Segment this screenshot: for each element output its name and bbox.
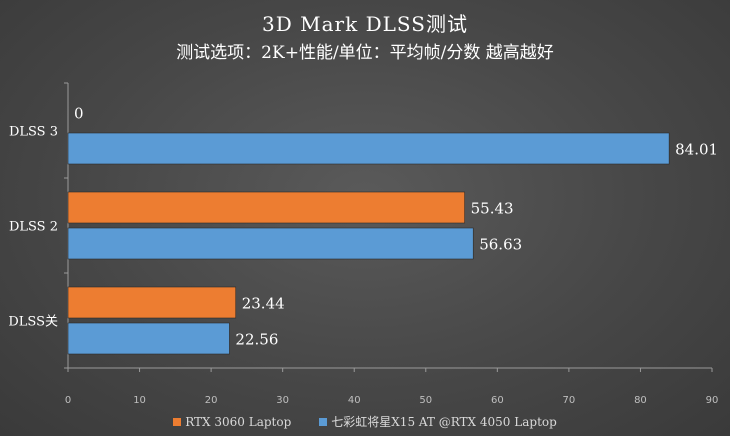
category-label: DLSS 3 <box>9 125 58 140</box>
x-tick-label: 30 <box>276 395 289 406</box>
data-label: 0 <box>74 105 84 123</box>
data-label: 84.01 <box>675 141 718 159</box>
legend: RTX 3060 Laptop 七彩虹将星X15 AT @RTX 4050 La… <box>0 413 730 430</box>
legend-item-series-1: RTX 3060 Laptop <box>173 415 291 429</box>
data-label: 56.63 <box>479 236 522 254</box>
legend-item-series-2: 七彩虹将星X15 AT @RTX 4050 Laptop <box>319 413 557 430</box>
bar-dlss-2-series-1 <box>67 191 465 224</box>
bar-dlss关-series-1 <box>67 286 237 319</box>
bar-dlss-3-series-2 <box>67 132 670 165</box>
legend-label-series-2: 七彩虹将星X15 AT @RTX 4050 Laptop <box>331 415 557 429</box>
x-tick-label: 40 <box>348 395 361 406</box>
category-label: DLSS 2 <box>9 220 58 235</box>
x-tick-label: 50 <box>419 395 432 406</box>
data-label: 22.56 <box>235 331 278 349</box>
legend-swatch-series-1 <box>173 417 182 426</box>
x-tick-label: 20 <box>205 395 218 406</box>
category-label: DLSS关 <box>8 315 58 330</box>
bar-dlss关-series-2 <box>67 322 230 355</box>
chart-subtitle: 测试选项：2K+性能/单位：平均帧/分数 越高越好 <box>176 43 554 63</box>
legend-swatch-series-2 <box>319 417 328 426</box>
data-label: 55.43 <box>471 200 514 218</box>
x-tick-label: 90 <box>706 395 719 406</box>
x-tick-label: 70 <box>563 395 576 406</box>
data-label: 23.44 <box>242 295 285 313</box>
x-tick-label: 0 <box>65 395 71 406</box>
x-tick-label: 60 <box>491 395 504 406</box>
legend-label-series-1: RTX 3060 Laptop <box>185 414 292 429</box>
x-tick-label: 80 <box>634 395 647 406</box>
bar-dlss-2-series-2 <box>67 227 474 260</box>
chart-title: 3D Mark DLSS测试 <box>262 12 468 36</box>
x-tick-label: 10 <box>133 395 146 406</box>
